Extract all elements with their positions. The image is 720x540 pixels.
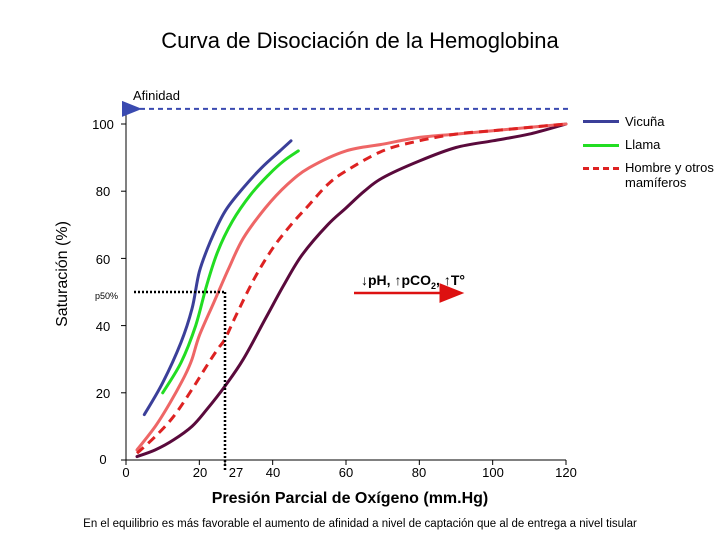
shift-label: ↓pH, ↑pCO2, ↑T° xyxy=(361,272,465,291)
shift-sep: , xyxy=(436,272,444,288)
shift-pco: pCO xyxy=(401,272,432,288)
chart-title: Curva de Disociación de la Hemoglobina xyxy=(161,28,559,53)
series-layer xyxy=(135,122,568,459)
series-line-vicuna xyxy=(142,139,293,417)
y-tick-label: 100 xyxy=(92,117,114,132)
footnote: En el equilibrio es más favorable el aum… xyxy=(83,518,637,530)
x-tick-label: 0 xyxy=(122,465,130,480)
y-tick-label: 40 xyxy=(95,319,111,334)
series-line-shifted-salmon xyxy=(135,122,568,452)
legend-swatch-llama xyxy=(583,144,619,147)
up-arrow-glyph: ↑ xyxy=(443,272,451,288)
x-tick-label: 80 xyxy=(411,465,427,480)
legend-swatch-vicuna xyxy=(583,120,619,123)
y-tick-label: 0 xyxy=(99,452,107,467)
y-tick-label: 60 xyxy=(95,252,111,267)
shift-temp: T° xyxy=(450,272,465,288)
x-tick-label: 40 xyxy=(265,465,281,480)
y-tick-label: 20 xyxy=(95,386,111,401)
x-tick-label: 120 xyxy=(555,465,577,480)
series-line-llama xyxy=(161,149,300,395)
y-axis-label: Saturación (%) xyxy=(54,221,71,327)
x-tick-label: 60 xyxy=(338,465,354,480)
axes xyxy=(121,110,567,465)
series-line-hombre xyxy=(135,122,567,455)
p50-label: p50% xyxy=(95,291,119,301)
x-tick-label: 100 xyxy=(482,465,504,480)
legend-label-vicuna: Vicuña xyxy=(625,114,665,129)
afinidad-label: Afinidad xyxy=(133,88,180,103)
legend-swatch-hombre xyxy=(583,167,619,170)
legend-label-hombre: Hombre y otros mamíferos xyxy=(625,160,714,190)
up-arrow-glyph: ↑ xyxy=(394,272,402,288)
x-tick-label: 27 xyxy=(228,465,244,480)
y-tick-label: 80 xyxy=(95,184,111,199)
legend-label-llama: Llama xyxy=(625,137,661,152)
shift-ph: pH, xyxy=(368,272,395,288)
x-axis-label: Presión Parcial de Oxígeno (mm.Hg) xyxy=(211,490,489,507)
x-tick-label: 20 xyxy=(192,465,208,480)
shift-pco-subscript: 2 xyxy=(431,280,437,291)
annotation-layer xyxy=(122,100,568,470)
down-arrow-glyph: ↓ xyxy=(361,272,368,288)
series-line-shifted-maroon xyxy=(135,122,568,459)
